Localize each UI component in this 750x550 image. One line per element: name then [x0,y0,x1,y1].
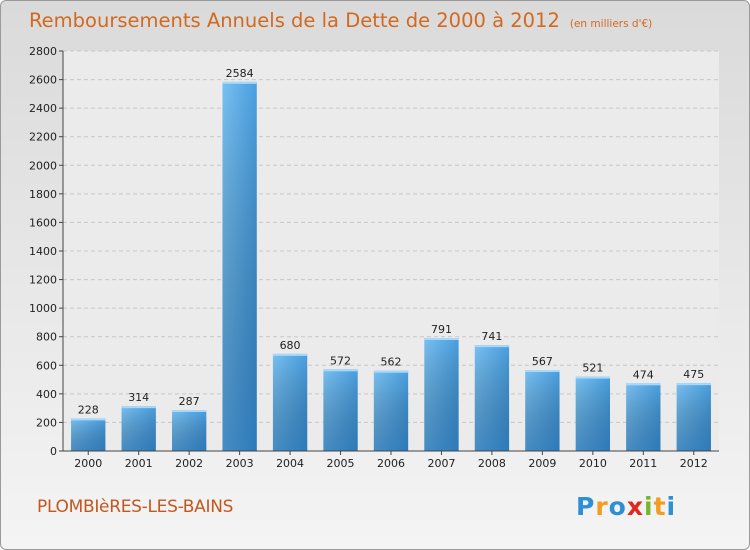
bar-highlight [626,383,661,386]
x-tick-label: 2001 [125,457,153,470]
logo-letter: r [595,492,609,521]
bar-shade [575,376,611,451]
bar-highlight [424,338,459,340]
logo-letter: t [653,492,667,521]
y-tick-label: 1600 [29,216,57,229]
bars [71,81,711,451]
x-tick-label: 2004 [276,457,304,470]
data-label: 474 [633,368,654,381]
data-label: 228 [78,403,99,416]
data-label: 567 [532,355,553,368]
y-tick-label: 1200 [29,274,57,287]
y-tick-label: 200 [36,416,57,429]
x-tick-label: 2009 [528,457,556,470]
y-tick-label: 1800 [29,188,57,201]
y-tick-label: 400 [36,388,57,401]
y-tick-label: 0 [50,445,57,458]
x-tick-label: 2012 [680,457,708,470]
bar-shade [222,81,257,451]
y-tick-label: 800 [36,331,57,344]
y-tick-label: 1000 [29,302,57,315]
bar-highlight [575,376,611,379]
chart-title: Remboursements Annuels de la Dette de 20… [29,9,560,32]
commune-name: PLOMBIèRES-LES-BAINS [37,497,234,517]
bar-highlight [525,370,560,372]
bar-shade [525,370,560,451]
axes [59,50,719,455]
data-label: 521 [582,362,603,375]
bar-shade [474,345,510,451]
bar-shade [71,418,106,451]
bar-chart: 0 200 400 600 800 1000 1200 1400 1600 1800 2000 220… [29,45,719,470]
y-tick-label: 2000 [29,159,57,172]
bar-highlight [676,383,711,386]
data-label: 791 [431,323,452,336]
chart-subtitle: (en milliers d'€) [569,18,653,30]
logo-letter: i [666,492,677,521]
x-tick-label: 2000 [74,457,102,470]
y-tick-label: 2200 [29,131,57,144]
x-tick-label: 2002 [175,457,203,470]
proxiti-logo: Proxiti [576,492,676,521]
bar-shade [323,369,358,451]
y-tick-label: 1400 [29,245,57,258]
bar-highlight [121,406,156,409]
y-tick-label: 2800 [29,45,57,58]
bar-shade [676,383,711,451]
bar-shade [121,406,156,451]
data-label: 475 [683,368,704,381]
logo-letter: P [576,492,596,521]
data-label: 287 [179,395,200,408]
data-label: 562 [381,356,402,369]
bar-shade [171,410,207,451]
data-label: 741 [481,330,502,343]
bar-highlight [272,353,308,356]
logo-letter: x [626,492,644,521]
x-tick-label: 2005 [327,457,355,470]
bar-highlight [71,418,106,421]
logo-letter: i [644,492,654,521]
x-tick-label: 2010 [579,457,607,470]
labels: 0 200 400 600 800 1000 1200 1400 1600 1800 2000 220… [29,45,708,470]
y-tick-label: 2600 [29,74,57,87]
data-label: 314 [128,391,149,404]
y-tick-label: 2400 [29,102,57,115]
x-tick-label: 2008 [478,457,506,470]
bar-shade [424,338,459,451]
bar-highlight [171,410,207,412]
data-label: 2584 [226,67,254,80]
y-tick-label: 600 [36,359,57,372]
bar-highlight [222,81,257,84]
bar-shade [272,353,308,451]
logo-letter: o [608,492,627,521]
x-tick-label: 2003 [226,457,254,470]
bar-highlight [323,369,358,372]
bar-shade [373,370,409,451]
bar-highlight [474,345,510,348]
x-tick-label: 2007 [427,457,455,470]
x-tick-label: 2011 [629,457,657,470]
x-tick-label: 2006 [377,457,405,470]
title-row: Remboursements Annuels de la Dette de 20… [29,9,652,32]
data-label: 572 [330,354,351,367]
data-label: 680 [280,339,301,352]
bar-highlight [373,370,409,373]
bar-shade [626,383,661,451]
